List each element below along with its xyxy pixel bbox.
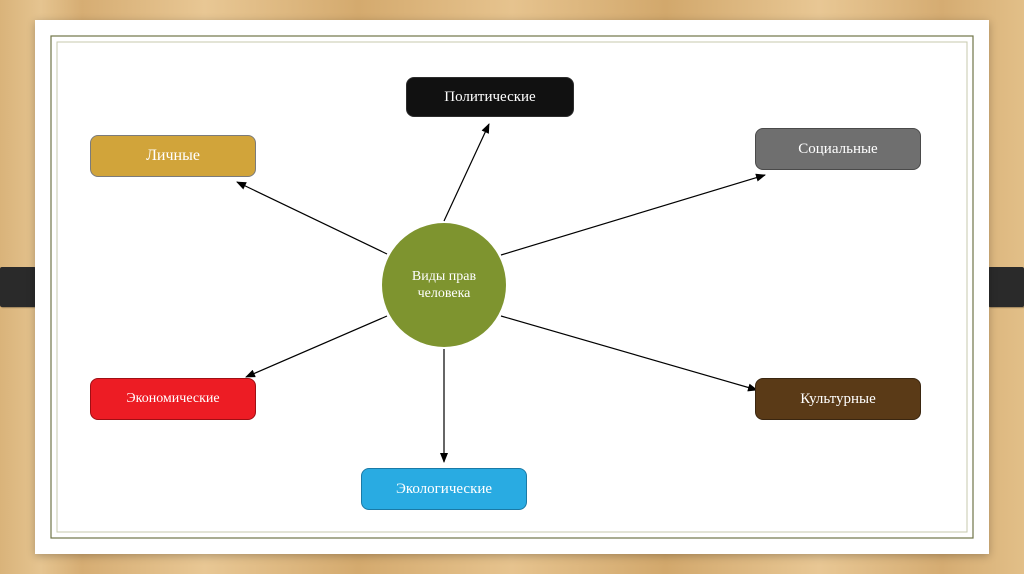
arrow-economic — [246, 316, 387, 377]
stage: Виды правчеловека Политические Личные Соци… — [0, 0, 1024, 574]
node-political: Политические — [406, 77, 574, 117]
decorative-tab-right — [988, 267, 1024, 307]
node-ecological: Экологические — [361, 468, 527, 510]
decorative-tab-left — [0, 267, 36, 307]
center-node-label: Виды правчеловека — [412, 268, 476, 303]
arrow-cultural — [501, 316, 757, 390]
slide: Виды правчеловека Политические Личные Соци… — [35, 20, 989, 554]
node-economic: Экономические — [90, 378, 256, 420]
node-political-label: Политические — [444, 89, 535, 106]
node-social-label: Социальные — [798, 141, 877, 158]
arrow-personal — [237, 182, 387, 254]
arrow-social — [501, 175, 765, 255]
center-node: Виды правчеловека — [382, 223, 506, 347]
node-cultural-label: Культурные — [800, 391, 876, 408]
node-cultural: Культурные — [755, 378, 921, 420]
node-personal-label: Личные — [146, 147, 200, 165]
node-personal: Личные — [90, 135, 256, 177]
node-ecological-label: Экологические — [396, 481, 492, 498]
node-economic-label: Экономические — [126, 391, 219, 406]
node-social: Социальные — [755, 128, 921, 170]
arrow-political — [444, 124, 489, 221]
